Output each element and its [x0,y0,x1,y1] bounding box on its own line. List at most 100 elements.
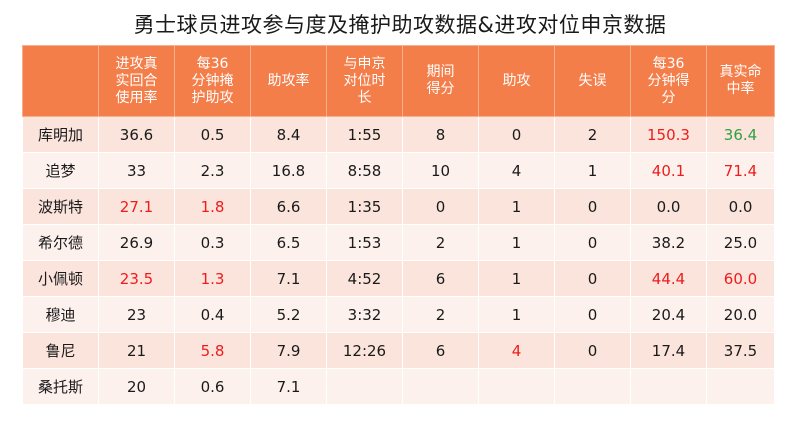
player-name-cell: 希尔德 [22,224,99,261]
value-cell [402,368,479,405]
value-cell: 3:32 [326,296,403,333]
value-cell: 40.1 [630,152,707,189]
value-cell: 0 [554,332,631,369]
value-cell: 7.1 [250,368,327,405]
value-cell: 6.5 [250,224,327,261]
value-cell: 17.4 [630,332,707,369]
value-cell: 1.8 [174,188,251,225]
table-row: 波斯特 27.1 1.8 6.6 1:35 0 1 0 0.0 0.0 [22,188,775,225]
value-cell: 38.2 [630,224,707,261]
value-cell: 60.0 [706,260,775,297]
value-cell: 1:55 [326,116,403,153]
value-cell: 23.5 [98,260,175,297]
value-cell: 36.6 [98,116,175,153]
page-title: 勇士球员进攻参与度及掩护助攻数据&进攻对位申京数据 [133,13,667,37]
table-row: 小佩顿 23.5 1.3 7.1 4:52 6 1 0 44.4 60.0 [22,260,775,297]
column-header: 助攻率 [250,45,327,117]
value-cell: 1 [478,260,555,297]
column-header: 每36 分钟掩 护助攻 [174,45,251,117]
value-cell: 0.3 [174,224,251,261]
value-cell: 0 [554,188,631,225]
value-cell: 150.3 [630,116,707,153]
value-cell: 2.3 [174,152,251,189]
value-cell [326,368,403,405]
value-cell [706,368,775,405]
header-row: 进攻真 实回合 使用率 每36 分钟掩 护助攻 助攻率 与申京 对位时长期间 得分 助攻 失误 每36 分… [22,45,775,117]
value-cell: 8 [402,116,479,153]
table-row: 追梦 33 2.3 16.8 8:58 10 4 1 40.1 71.4 [22,152,775,189]
stats-table: 进攻真 实回合 使用率 每36 分钟掩 护助攻 助攻率 与申京 对位时长期间 得分 助攻 失误 每36 分… [22,45,775,405]
value-cell [554,368,631,405]
value-cell: 2 [402,224,479,261]
value-cell: 23 [98,296,175,333]
value-cell: 1:53 [326,224,403,261]
table-body: 库明加 36.6 0.5 8.4 1:55 8 0 2 150.3 36.4 追梦 33 2.3 16.8… [22,116,775,405]
value-cell [630,368,707,405]
value-cell: 1 [478,296,555,333]
value-cell: 2 [402,296,479,333]
value-cell: 5.2 [250,296,327,333]
value-cell: 26.9 [98,224,175,261]
value-cell: 10 [402,152,479,189]
player-name-cell: 桑托斯 [22,368,99,405]
value-cell: 20.0 [706,296,775,333]
value-cell: 0 [554,260,631,297]
column-header: 真实命 中率 [706,45,775,117]
value-cell [478,368,555,405]
value-cell: 0 [402,188,479,225]
value-cell: 1 [478,188,555,225]
value-cell: 44.4 [630,260,707,297]
value-cell: 2 [554,116,631,153]
value-cell: 1:35 [326,188,403,225]
table-row: 桑托斯 20 0.6 7.1 [22,368,775,405]
value-cell: 1.3 [174,260,251,297]
player-name-cell: 鲁尼 [22,332,99,369]
value-cell: 0.0 [630,188,707,225]
value-cell: 7.9 [250,332,327,369]
value-cell: 1 [554,152,631,189]
table-row: 鲁尼 21 5.8 7.9 12:26 6 4 0 17.4 37.5 [22,332,775,369]
value-cell: 33 [98,152,175,189]
value-cell: 4:52 [326,260,403,297]
table-row: 库明加 36.6 0.5 8.4 1:55 8 0 2 150.3 36.4 [22,116,775,153]
column-header: 期间 得分 [402,45,479,117]
value-cell: 4 [478,332,555,369]
value-cell: 0.4 [174,296,251,333]
player-name-cell: 库明加 [22,116,99,153]
value-cell: 8.4 [250,116,327,153]
value-cell: 71.4 [706,152,775,189]
value-cell: 21 [98,332,175,369]
player-name-cell: 穆迪 [22,296,99,333]
table-row: 希尔德 26.9 0.3 6.5 1:53 2 1 0 38.2 25.0 [22,224,775,261]
column-header: 每36 分钟得分 [630,45,707,117]
value-cell: 0.6 [174,368,251,405]
value-cell: 0.5 [174,116,251,153]
value-cell: 16.8 [250,152,327,189]
value-cell: 0.0 [706,188,775,225]
value-cell: 27.1 [98,188,175,225]
value-cell: 8:58 [326,152,403,189]
value-cell: 37.5 [706,332,775,369]
value-cell: 0 [478,116,555,153]
value-cell: 36.4 [706,116,775,153]
value-cell: 6 [402,332,479,369]
player-name-cell: 小佩顿 [22,260,99,297]
player-name-cell: 波斯特 [22,188,99,225]
table-row: 穆迪 23 0.4 5.2 3:32 2 1 0 20.4 20.0 [22,296,775,333]
value-cell: 25.0 [706,224,775,261]
value-cell: 1 [478,224,555,261]
column-header: 进攻真 实回合 使用率 [98,45,175,117]
value-cell: 7.1 [250,260,327,297]
value-cell: 4 [478,152,555,189]
value-cell: 6.6 [250,188,327,225]
column-header: 失误 [554,45,631,117]
value-cell: 5.8 [174,332,251,369]
column-header: 助攻 [478,45,555,117]
value-cell: 12:26 [326,332,403,369]
value-cell: 0 [554,224,631,261]
value-cell: 0 [554,296,631,333]
value-cell: 20 [98,368,175,405]
player-name-cell: 追梦 [22,152,99,189]
value-cell: 20.4 [630,296,707,333]
column-header: 与申京 对位时长 [326,45,403,117]
